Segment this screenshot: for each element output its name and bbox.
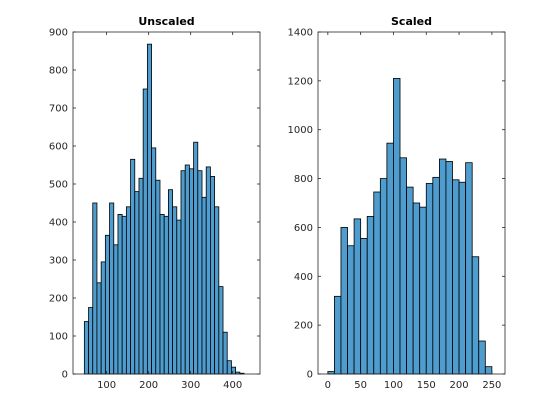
unscaled-y-tick-label: 800	[49, 66, 68, 77]
scaled-histogram-bar	[373, 191, 381, 375]
unscaled-histogram-bar	[184, 164, 190, 375]
unscaled-histogram-bar	[96, 282, 102, 375]
unscaled-histogram-bar	[83, 321, 89, 375]
scaled-histogram-bar	[419, 206, 427, 375]
unscaled-histogram-bar	[130, 158, 136, 375]
scaled-histogram-bar	[366, 216, 375, 375]
unscaled-y-tick-label: 600	[49, 142, 68, 153]
scaled-y-tick-label: 400	[294, 272, 313, 283]
unscaled-histogram-bar	[210, 175, 216, 375]
unscaled-histogram-bar	[109, 202, 115, 375]
scaled-y-tick-label: 0	[307, 370, 313, 381]
unscaled-histogram-bar	[197, 170, 203, 375]
unscaled-histogram-bar	[176, 219, 182, 375]
unscaled-y-tick-label: 700	[49, 104, 68, 115]
scaled-y-tick-label: 200	[294, 321, 313, 332]
unscaled-x-tick-label: 200	[139, 380, 158, 391]
unscaled-y-tick-label: 900	[49, 28, 68, 39]
unscaled-histogram-bar	[138, 177, 144, 375]
unscaled-y-tick-label: 500	[49, 180, 68, 191]
scaled-histogram-bar	[465, 162, 473, 375]
scaled-histogram-bar	[412, 202, 421, 375]
unscaled-histogram-bar	[214, 206, 220, 375]
scaled-x-tick-label: 100	[384, 380, 403, 391]
unscaled-histogram-bar	[205, 166, 211, 375]
scaled-histogram-bar	[458, 181, 467, 375]
unscaled-y-tick-label: 0	[62, 370, 68, 381]
scaled-histogram-bar	[452, 179, 460, 375]
unscaled-histogram-bar	[226, 360, 232, 375]
scaled-y-tick-label: 1000	[288, 125, 313, 136]
scaled-chart-title: Scaled	[391, 15, 432, 28]
unscaled-histogram-bar	[231, 366, 237, 375]
scaled-histogram-bar	[399, 157, 407, 375]
scaled-x-tick-label: 50	[354, 380, 367, 391]
scaled-histogram-bar	[347, 245, 355, 375]
scaled-histogram-bar	[445, 161, 453, 375]
unscaled-histogram-bar	[125, 206, 131, 375]
scaled-x-tick-label: 150	[417, 380, 436, 391]
scaled-histogram-bar	[393, 78, 401, 375]
scaled-histogram-bar	[386, 142, 394, 375]
unscaled-histogram-bar	[201, 196, 207, 375]
scaled-histogram-bar	[353, 218, 362, 375]
chart-unscaled: 100 200 300 400 0 100 200 300 400 500 600 700 800 900…	[49, 15, 261, 391]
scaled-histogram-bar	[379, 178, 388, 375]
unscaled-x-tick-label: 400	[223, 380, 242, 391]
unscaled-histogram-bar	[117, 213, 123, 375]
unscaled-histogram-bar	[151, 147, 157, 375]
scaled-y-tick-label: 600	[294, 223, 313, 234]
scaled-axes-box	[317, 31, 506, 375]
unscaled-y-tick-label: 200	[49, 294, 68, 305]
scaled-histogram-bar	[333, 295, 342, 375]
unscaled-histogram-bar	[180, 170, 186, 375]
unscaled-histogram-bar	[193, 141, 199, 375]
unscaled-histogram-bar	[104, 234, 110, 375]
scaled-histogram-bar	[425, 183, 434, 375]
unscaled-y-tick-label: 400	[49, 218, 68, 229]
unscaled-histogram-bar	[142, 88, 148, 375]
scaled-histogram-bar	[406, 186, 414, 375]
unscaled-y-tick-label: 300	[49, 256, 68, 267]
unscaled-histogram-bar	[155, 179, 161, 375]
unscaled-x-tick-label: 300	[181, 380, 200, 391]
unscaled-histogram-bar	[218, 286, 224, 375]
scaled-histogram-bar	[432, 176, 440, 375]
unscaled-histogram-bar	[222, 331, 228, 375]
unscaled-histogram-bar	[134, 191, 140, 375]
unscaled-histogram-bar	[121, 215, 127, 375]
unscaled-axes-box	[72, 31, 261, 375]
unscaled-histogram-bar	[146, 43, 152, 375]
unscaled-histogram-bar	[92, 202, 98, 375]
unscaled-histogram-bar	[88, 307, 94, 375]
scaled-y-tick-label: 800	[294, 174, 313, 185]
scaled-y-tick-label: 1200	[288, 76, 313, 87]
scaled-x-tick-label: 250	[482, 380, 501, 391]
scaled-histogram-bar	[360, 238, 368, 375]
scaled-histogram-bar	[340, 227, 348, 375]
unscaled-histogram-bar	[100, 261, 106, 375]
scaled-histogram-bar	[471, 256, 480, 375]
chart-scaled: 0 50 100 150 200 250 0 200 400 600 800 1000 1200 1400…	[288, 15, 506, 391]
unscaled-histogram-bar	[163, 215, 169, 375]
scaled-y-tick-label: 1400	[288, 28, 313, 39]
scaled-histogram-bar	[438, 158, 447, 375]
unscaled-histogram-bar	[159, 213, 165, 375]
unscaled-histogram-bar	[113, 244, 119, 375]
scaled-x-tick-label: 200	[450, 380, 469, 391]
unscaled-y-tick-label: 100	[49, 332, 68, 343]
scaled-x-tick-label: 0	[325, 380, 331, 391]
unscaled-histogram-bar	[167, 189, 173, 375]
unscaled-histogram-bar	[188, 168, 194, 375]
scaled-histogram-bar	[484, 366, 493, 375]
unscaled-histogram-bar	[172, 206, 178, 375]
unscaled-chart-title: Unscaled	[138, 15, 194, 28]
unscaled-x-tick-label: 100	[97, 380, 116, 391]
scaled-histogram-bar	[478, 340, 486, 375]
